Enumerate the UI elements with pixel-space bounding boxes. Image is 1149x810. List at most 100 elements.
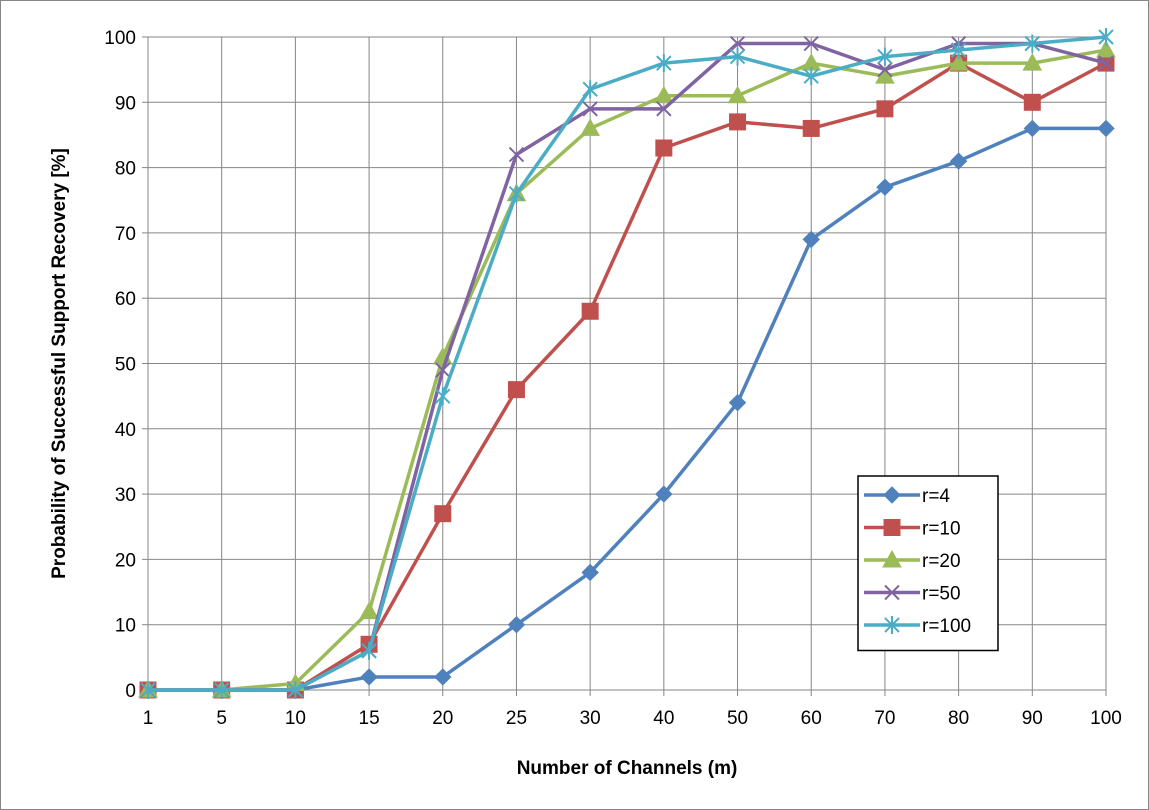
data-point bbox=[876, 100, 894, 118]
data-point bbox=[581, 563, 599, 582]
y-tick-label: 60 bbox=[115, 289, 136, 310]
data-point bbox=[884, 584, 900, 601]
legend-item: r=100 bbox=[864, 616, 971, 637]
legend-item: r=4 bbox=[864, 486, 950, 507]
y-tick-label: 30 bbox=[115, 485, 136, 506]
data-point bbox=[884, 616, 900, 634]
x-tick-label: 50 bbox=[727, 708, 748, 729]
data-point bbox=[434, 505, 452, 523]
legend-item: r=20 bbox=[864, 549, 961, 572]
data-point bbox=[802, 230, 820, 249]
data-point bbox=[950, 41, 967, 60]
data-point bbox=[727, 85, 748, 104]
data-point bbox=[507, 381, 525, 399]
data-point bbox=[883, 519, 901, 536]
y-tick-label: 70 bbox=[115, 224, 136, 245]
y-axis-title: Probability of Successful Support Recove… bbox=[49, 148, 70, 579]
data-point bbox=[435, 362, 451, 378]
data-point bbox=[656, 101, 672, 117]
legend: r=4 r=10 r=20 r=50 r=100 bbox=[857, 475, 999, 652]
x-tick-label: 70 bbox=[874, 708, 895, 729]
x-tick-label: 1 bbox=[143, 708, 154, 729]
data-point bbox=[876, 178, 894, 196]
data-point bbox=[877, 47, 893, 66]
series-r100 bbox=[140, 28, 1114, 699]
y-tick-label: 90 bbox=[115, 93, 136, 114]
y-tick-label: 80 bbox=[115, 159, 136, 180]
series-line bbox=[148, 48, 1107, 692]
data-point bbox=[883, 486, 901, 504]
data-point bbox=[728, 393, 747, 412]
data-point bbox=[507, 615, 526, 634]
data-point bbox=[580, 118, 601, 136]
series-line bbox=[148, 35, 1107, 692]
data-point bbox=[213, 681, 230, 699]
data-point bbox=[948, 53, 969, 71]
data-point bbox=[653, 85, 674, 104]
y-tick-label: 40 bbox=[115, 420, 136, 441]
series-line bbox=[148, 126, 1106, 692]
data-point bbox=[803, 67, 819, 86]
x-tick-label: 40 bbox=[653, 708, 674, 729]
data-point bbox=[287, 681, 304, 699]
data-point bbox=[877, 61, 893, 78]
data-point bbox=[359, 601, 379, 620]
data-point bbox=[361, 641, 377, 660]
data-point bbox=[1024, 34, 1041, 53]
data-point bbox=[508, 146, 525, 163]
data-point bbox=[1096, 40, 1116, 58]
data-point bbox=[729, 113, 747, 131]
data-point bbox=[582, 101, 598, 117]
data-point bbox=[1098, 28, 1114, 46]
data-point bbox=[802, 119, 820, 137]
data-point bbox=[1097, 119, 1115, 138]
data-point bbox=[655, 139, 673, 157]
data-point bbox=[435, 387, 451, 406]
x-tick-label: 100 bbox=[1090, 708, 1122, 729]
data-point bbox=[508, 184, 525, 203]
x-tick-label: 80 bbox=[948, 708, 969, 729]
data-point bbox=[882, 549, 902, 568]
data-point bbox=[1023, 119, 1042, 138]
data-point bbox=[140, 681, 156, 699]
data-point bbox=[803, 35, 819, 52]
axes bbox=[142, 36, 1107, 696]
y-tick-label: 0 bbox=[125, 681, 136, 702]
x-tick-label: 15 bbox=[359, 708, 380, 729]
legend-label: r=10 bbox=[922, 519, 961, 540]
x-tick-label: 5 bbox=[216, 708, 227, 729]
legend-item: r=10 bbox=[864, 519, 961, 540]
x-axis-title: Number of Channels (m) bbox=[517, 758, 738, 779]
data-point bbox=[655, 485, 673, 503]
data-point bbox=[1022, 53, 1043, 71]
data-point bbox=[656, 54, 672, 73]
x-tick-label: 10 bbox=[285, 708, 306, 729]
y-tick-label: 10 bbox=[115, 616, 136, 637]
legend-box bbox=[857, 475, 999, 652]
x-tick-label: 20 bbox=[432, 708, 453, 729]
x-tick-label: 90 bbox=[1022, 708, 1043, 729]
data-point bbox=[729, 47, 746, 66]
data-point bbox=[582, 80, 598, 99]
x-tick-label: 30 bbox=[580, 708, 601, 729]
legend-label: r=50 bbox=[922, 584, 961, 605]
data-point bbox=[949, 152, 968, 170]
x-tick-label: 25 bbox=[506, 708, 527, 729]
data-point bbox=[1098, 55, 1114, 71]
legend-label: r=4 bbox=[922, 486, 950, 507]
y-tick-label: 50 bbox=[115, 355, 136, 376]
data-point bbox=[581, 302, 599, 320]
legend-item: r=50 bbox=[864, 584, 961, 605]
legend-label: r=100 bbox=[922, 616, 971, 637]
data-point bbox=[729, 35, 746, 52]
series-layer bbox=[138, 28, 1116, 699]
legend-label: r=20 bbox=[922, 551, 961, 572]
y-tick-label: 100 bbox=[104, 28, 136, 49]
data-point bbox=[434, 668, 452, 686]
data-point bbox=[1023, 93, 1041, 111]
data-point bbox=[360, 668, 378, 686]
x-tick-label: 60 bbox=[801, 708, 822, 729]
